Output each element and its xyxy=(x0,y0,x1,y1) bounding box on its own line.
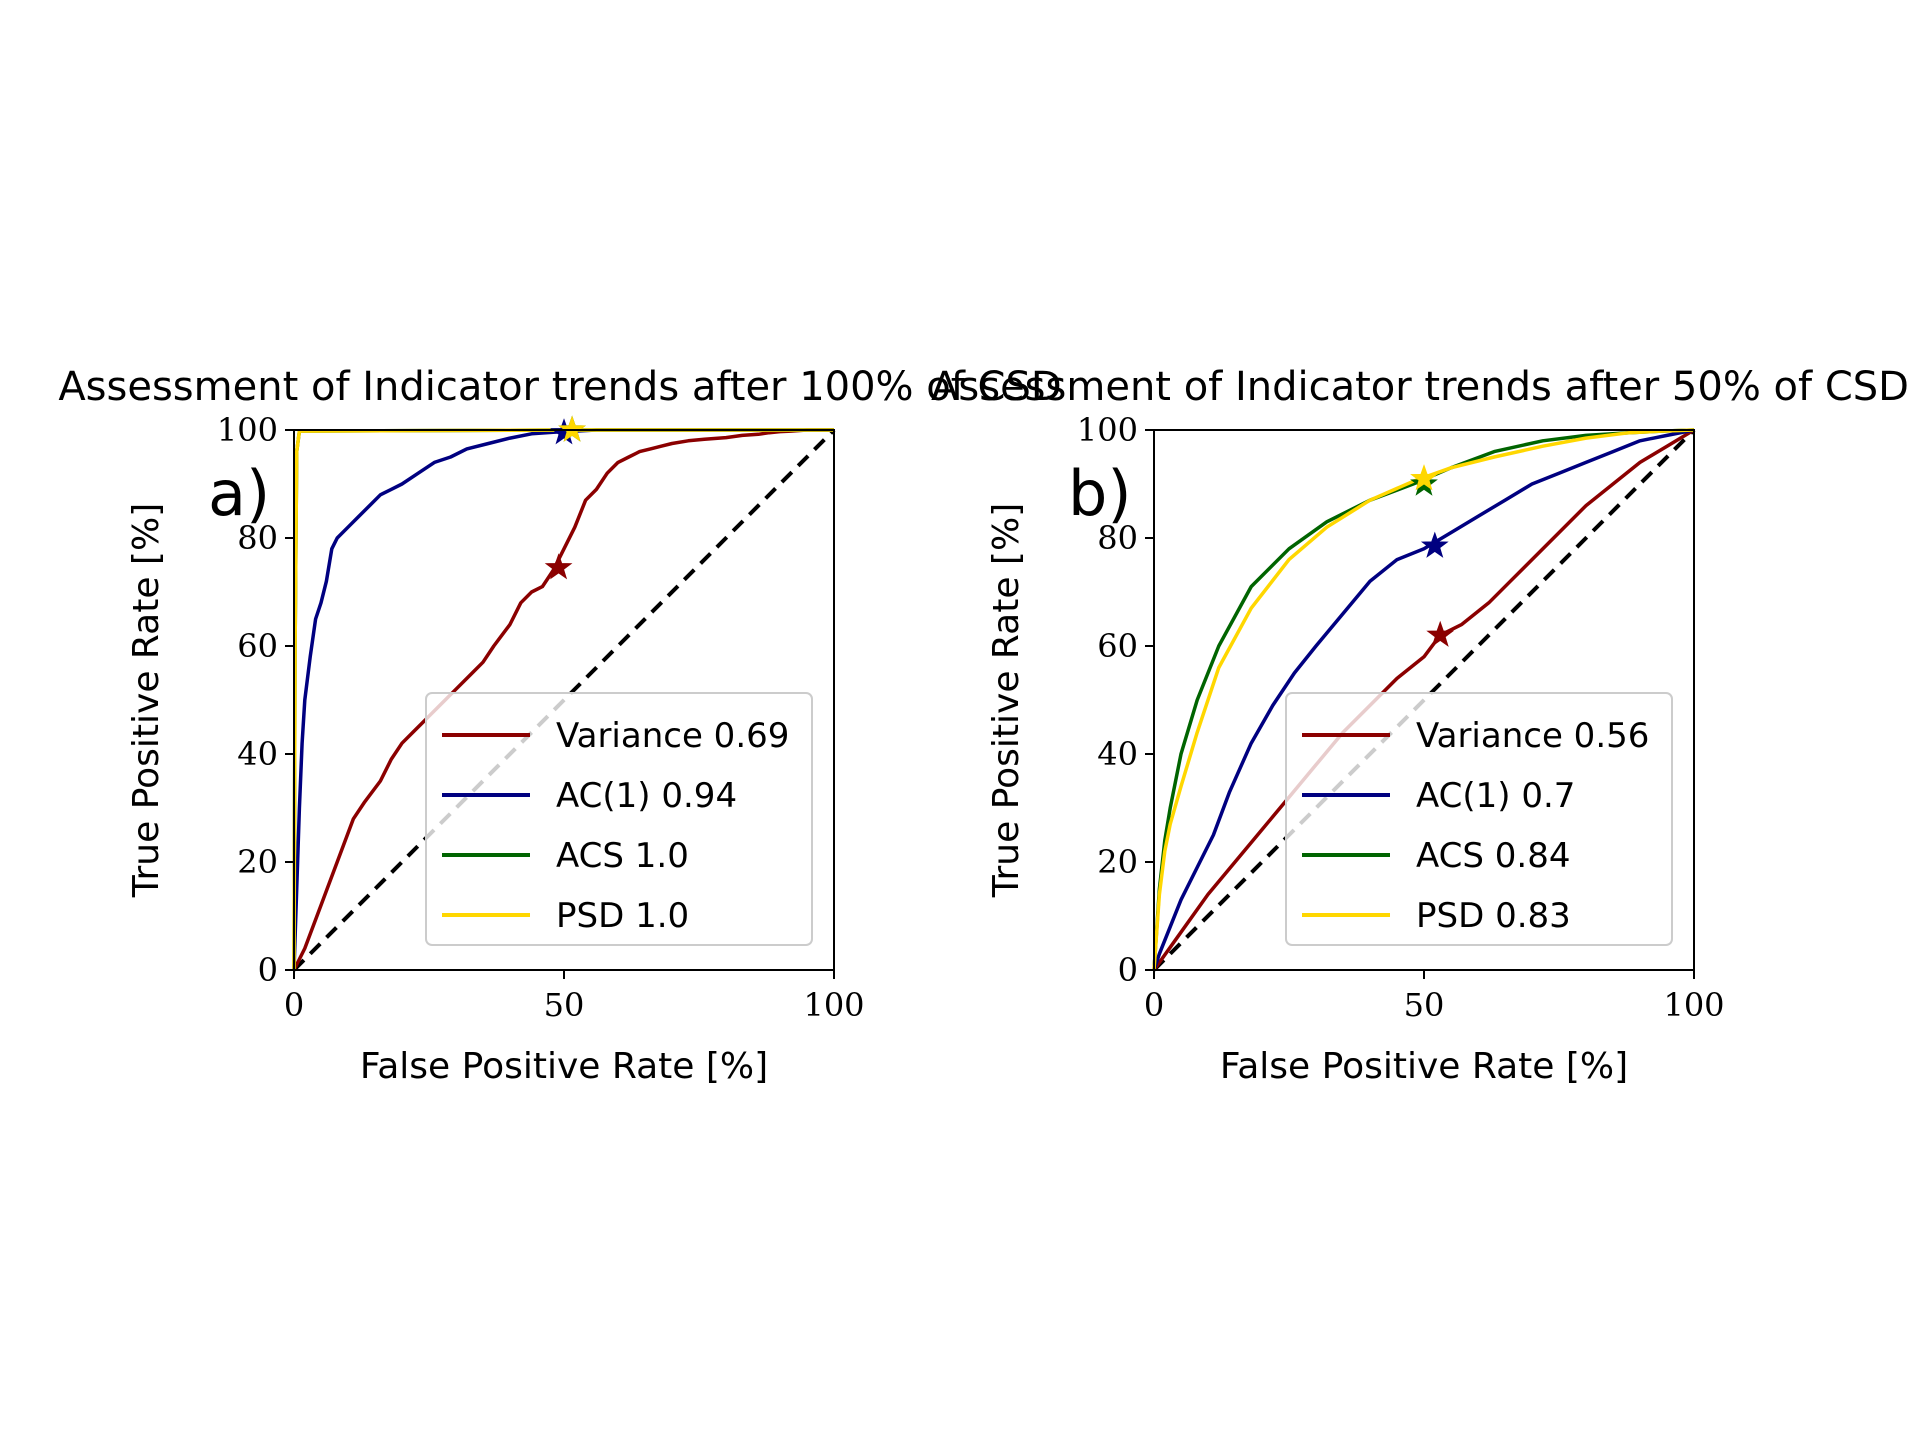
legend-entry-label: ACS 1.0 xyxy=(556,836,689,876)
series-line xyxy=(1152,428,1695,971)
panel-label: a) xyxy=(208,457,270,530)
chart-panel-a: 0 50 100 0 20 40 60 80 100 False Positive Rate [%… xyxy=(58,364,1061,1087)
series-star-marker xyxy=(1410,464,1438,491)
series-star-marker xyxy=(1426,620,1455,647)
panels: 0 50 100 0 20 40 60 80 100 False Positive Rate [%… xyxy=(58,364,1909,1087)
chart-title: Assessment of Indicator trends after 100… xyxy=(58,364,1061,410)
y-axis-label: True Positive Rate [%] xyxy=(986,503,1027,898)
y-tick-label: 80 xyxy=(1097,519,1138,557)
x-tick-label: 0 xyxy=(284,986,304,1024)
x-tick-label: 0 xyxy=(1144,986,1164,1024)
legend-entry-label: Variance 0.69 xyxy=(556,716,789,756)
y-tick-label: 20 xyxy=(1097,843,1138,881)
legend-entry-label: PSD 0.83 xyxy=(1416,896,1571,936)
series-line xyxy=(1152,428,1695,971)
legend-box xyxy=(425,692,813,946)
y-tick-label: 0 xyxy=(258,951,278,989)
x-axis-label: False Positive Rate [%] xyxy=(1220,1046,1628,1087)
y-tick-label: 0 xyxy=(1118,951,1138,989)
legend: Variance 0.69 AC(1) 0.94 ACS 1.0 PSD 1.0 xyxy=(425,692,813,946)
legend-entry-label: PSD 1.0 xyxy=(556,896,689,936)
legend-entry-label: AC(1) 0.7 xyxy=(1416,776,1575,816)
y-tick-label: 60 xyxy=(1097,627,1138,665)
series-line xyxy=(1152,428,1695,971)
x-tick-label: 50 xyxy=(1404,986,1445,1024)
series-star-marker xyxy=(1420,531,1449,558)
series-star-marker xyxy=(558,415,586,442)
y-tick-label: 40 xyxy=(237,735,278,773)
y-axis-label: True Positive Rate [%] xyxy=(126,503,167,898)
x-tick-label: 50 xyxy=(544,986,585,1024)
y-tick-label: 100 xyxy=(217,411,278,449)
legend-entry-label: ACS 0.84 xyxy=(1416,836,1571,876)
panel-label: b) xyxy=(1068,457,1132,530)
chart-title: Assessment of Indicator trends after 50%… xyxy=(931,364,1909,410)
y-tick-label: 40 xyxy=(1097,735,1138,773)
legend-entry-label: AC(1) 0.94 xyxy=(556,776,737,816)
legend: Variance 0.56 AC(1) 0.7 ACS 0.84 PSD 0.83 xyxy=(1285,692,1673,946)
y-tick-label: 20 xyxy=(237,843,278,881)
legend-entry-label: Variance 0.56 xyxy=(1416,716,1649,756)
y-tick-label: 80 xyxy=(237,519,278,557)
legend-box xyxy=(1285,692,1673,946)
series-star-marker xyxy=(544,553,573,580)
y-tick-label: 60 xyxy=(237,627,278,665)
y-tick-label: 100 xyxy=(1077,411,1138,449)
x-tick-label: 100 xyxy=(803,986,864,1024)
x-tick-label: 100 xyxy=(1663,986,1724,1024)
chart-panel-b: 0 50 100 0 20 40 60 80 100 False Positive Rate [%… xyxy=(931,364,1909,1087)
x-axis-label: False Positive Rate [%] xyxy=(360,1046,768,1087)
